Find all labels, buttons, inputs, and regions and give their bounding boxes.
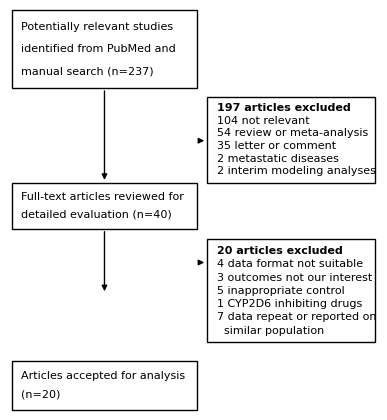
Text: 2 interim modeling analyses: 2 interim modeling analyses	[217, 166, 376, 176]
Bar	[12, 183, 197, 229]
Text: 3 outcomes not our interest: 3 outcomes not our interest	[217, 273, 372, 283]
Text: identified from PubMed and: identified from PubMed and	[21, 45, 176, 54]
Bar	[12, 10, 197, 88]
Text: 7 data repeat or reported on: 7 data repeat or reported on	[217, 312, 376, 323]
Text: manual search (n=237): manual search (n=237)	[21, 67, 154, 77]
Text: 54 review or meta-analysis: 54 review or meta-analysis	[217, 129, 368, 138]
Bar	[207, 97, 375, 183]
Text: 104 not relevant: 104 not relevant	[217, 116, 309, 126]
Text: 20 articles excluded: 20 articles excluded	[217, 246, 342, 256]
Text: similar population: similar population	[217, 326, 324, 336]
Text: 35 letter or comment: 35 letter or comment	[217, 141, 336, 151]
Text: 197 articles excluded: 197 articles excluded	[217, 103, 351, 113]
Text: Potentially relevant studies: Potentially relevant studies	[21, 22, 173, 32]
Bar	[207, 239, 375, 342]
Text: (n=20): (n=20)	[21, 390, 61, 400]
Text: 2 metastatic diseases: 2 metastatic diseases	[217, 154, 339, 164]
Text: Full-text articles reviewed for: Full-text articles reviewed for	[21, 192, 184, 202]
Text: 1 CYP2D6 inhibiting drugs: 1 CYP2D6 inhibiting drugs	[217, 299, 362, 309]
Bar	[12, 361, 197, 410]
Text: 5 inappropriate control: 5 inappropriate control	[217, 286, 344, 296]
Text: detailed evaluation (n=40): detailed evaluation (n=40)	[21, 210, 172, 220]
Text: Articles accepted for analysis: Articles accepted for analysis	[21, 371, 185, 381]
Text: 4 data format not suitable: 4 data format not suitable	[217, 259, 363, 269]
